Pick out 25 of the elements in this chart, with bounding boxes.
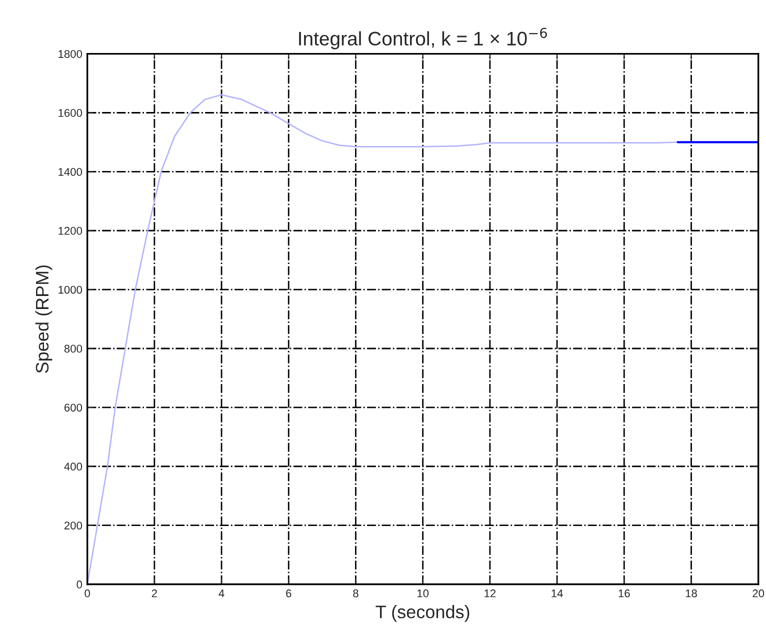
x-tick-label: 8 [353,589,358,598]
y-tick-label: 200 [64,522,82,530]
x-tick-label: 6 [286,589,292,598]
y-tick-label: 1400 [58,168,82,176]
x-tick-label: 4 [218,590,224,598]
y-tick-label: 1600 [58,109,82,117]
y-tick-label: 1200 [58,226,82,235]
y-tick-label: 1800 [58,50,82,58]
x-tick-label: 10 [418,589,429,598]
x-tick-label: 2 [152,589,157,598]
x-axis-title: T (seconds) [376,605,470,622]
x-tick-label: 12 [484,589,496,598]
x-tick-label: 16 [618,589,630,598]
x-tick-label: 0 [84,589,90,598]
line-series [87,94,679,584]
x-tick-label: 20 [752,589,764,598]
y-tick-label: 1000 [58,286,82,294]
y-tick-label: 0 [76,580,82,588]
y-axis-title: Speed (RPM) [35,265,52,373]
x-tick-label: 14 [552,590,563,598]
x-tick-label: 18 [686,589,697,598]
y-tick-label: 800 [64,344,82,353]
y-tick-label: 400 [64,462,82,471]
chart-title: Integral Control, k = 1 × 10$^{−6}$ [299,28,547,50]
y-tick-label: 600 [64,404,82,412]
